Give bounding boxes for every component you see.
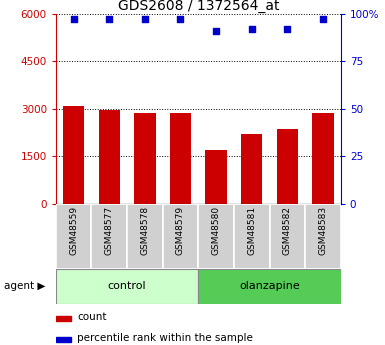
Bar — [127, 204, 162, 269]
Bar — [56, 204, 92, 269]
Bar — [277, 129, 298, 204]
Point — [213, 28, 219, 34]
Text: GSM48579: GSM48579 — [176, 206, 185, 255]
Text: percentile rank within the sample: percentile rank within the sample — [77, 333, 253, 343]
Bar — [134, 114, 156, 204]
Point — [142, 17, 148, 22]
Bar — [198, 269, 341, 304]
Text: GSM48582: GSM48582 — [283, 206, 292, 255]
Text: GSM48577: GSM48577 — [105, 206, 114, 255]
Bar — [170, 114, 191, 204]
Text: olanzapine: olanzapine — [239, 282, 300, 291]
Point — [320, 17, 326, 22]
Point — [70, 17, 77, 22]
Bar — [312, 114, 333, 204]
Title: GDS2608 / 1372564_at: GDS2608 / 1372564_at — [117, 0, 279, 13]
Text: GSM48559: GSM48559 — [69, 206, 78, 255]
Bar — [163, 204, 198, 269]
Point — [249, 26, 255, 32]
Bar — [92, 204, 127, 269]
Point — [177, 17, 184, 22]
Bar — [241, 134, 263, 204]
Bar — [198, 204, 234, 269]
Text: GSM48578: GSM48578 — [141, 206, 149, 255]
Bar — [270, 204, 305, 269]
Bar — [56, 337, 72, 342]
Bar — [234, 204, 270, 269]
Point — [106, 17, 112, 22]
Text: agent ▶: agent ▶ — [4, 282, 45, 291]
Text: GSM48583: GSM48583 — [318, 206, 327, 255]
Bar — [56, 269, 198, 304]
Point — [284, 26, 290, 32]
Bar — [63, 106, 84, 204]
Bar — [99, 110, 120, 204]
Text: GSM48580: GSM48580 — [212, 206, 221, 255]
Text: GSM48581: GSM48581 — [247, 206, 256, 255]
Bar — [206, 150, 227, 204]
Bar — [56, 316, 72, 321]
Bar — [305, 204, 341, 269]
Text: count: count — [77, 312, 107, 322]
Text: control: control — [108, 282, 146, 291]
